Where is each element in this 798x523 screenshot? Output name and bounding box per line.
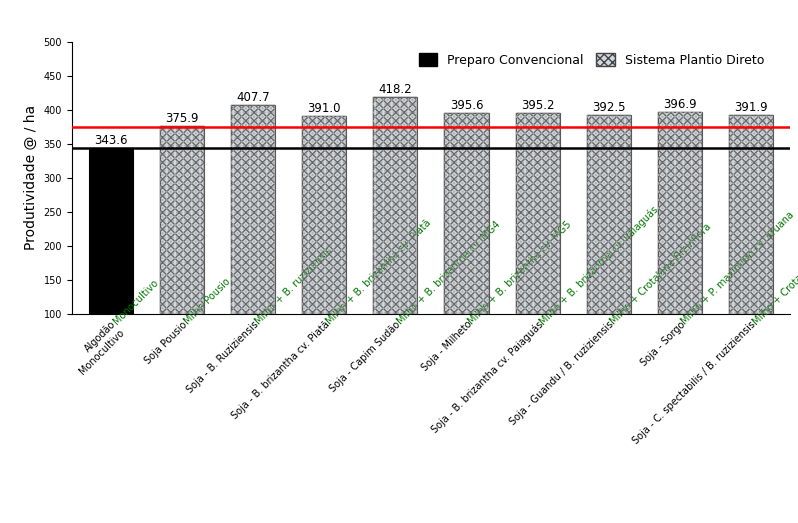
Bar (231, 105, 275, 314)
Text: Algodão
Monocultivo: Algodão Monocultivo (69, 320, 126, 377)
Text: 392.5: 392.5 (592, 101, 626, 114)
Text: Soja - Guandu / B. ruziziensis: Soja - Guandu / B. ruziziensis (508, 320, 616, 427)
Bar (160, 126, 204, 314)
Text: Milho + Crotalária spectabilis: Milho + Crotalária spectabilis (751, 218, 798, 327)
Bar (160, 126, 204, 314)
Bar (587, 115, 630, 314)
Bar (302, 116, 346, 314)
Text: Milho + B. brizantha cv. Piatã: Milho + B. brizantha cv. Piatã (324, 218, 433, 326)
Bar (516, 113, 559, 314)
Text: Milho + P. maximum cv. Aruana: Milho + P. maximum cv. Aruana (680, 210, 796, 326)
Bar (302, 116, 346, 314)
Text: 395.6: 395.6 (450, 99, 484, 112)
Text: Soja - C. spectabilis / B. ruziziensis: Soja - C. spectabilis / B. ruziziensis (631, 320, 758, 446)
Text: Milho + B. brizantha cv. Paiaguás: Milho + B. brizantha cv. Paiaguás (538, 204, 661, 327)
Bar (658, 112, 702, 314)
Text: Milho + Crotalária Breviflora: Milho + Crotalária Breviflora (609, 222, 713, 326)
Bar (373, 97, 417, 314)
Text: 396.9: 396.9 (663, 98, 697, 111)
Bar (373, 97, 417, 314)
Bar (729, 116, 773, 314)
Text: Monocultivo: Monocultivo (111, 278, 160, 326)
Legend: Preparo Convencional, Sistema Plantio Direto: Preparo Convencional, Sistema Plantio Di… (413, 48, 769, 72)
Text: Soja - B. Ruziziensis: Soja - B. Ruziziensis (184, 320, 260, 395)
Text: Soja - B. brizantha cv. Paiaguás: Soja - B. brizantha cv. Paiaguás (429, 320, 545, 435)
Bar (231, 105, 275, 314)
Text: Milho + B. brizantha cv. MG4: Milho + B. brizantha cv. MG4 (395, 219, 503, 326)
Text: Soja Pousio: Soja Pousio (143, 320, 189, 366)
Text: Soja - Capim Sudão: Soja - Capim Sudão (328, 320, 402, 394)
Bar (444, 113, 488, 314)
Text: 418.2: 418.2 (378, 84, 413, 96)
Bar (444, 113, 488, 314)
Text: 391.9: 391.9 (734, 101, 768, 115)
Bar (516, 113, 559, 314)
Bar (302, 116, 346, 314)
Text: Soja - Milheto: Soja - Milheto (420, 320, 473, 373)
Bar (373, 97, 417, 314)
Bar (587, 115, 630, 314)
Bar (587, 115, 630, 314)
Text: 343.6: 343.6 (94, 134, 128, 147)
Bar (729, 116, 773, 314)
Text: Milho Pousio: Milho Pousio (182, 276, 232, 326)
Bar (658, 112, 702, 314)
Bar (658, 112, 702, 314)
Bar (160, 126, 204, 314)
Bar (89, 148, 133, 314)
Y-axis label: Produtividade @ / ha: Produtividade @ / ha (24, 105, 38, 251)
Bar (231, 105, 275, 314)
Bar (516, 113, 559, 314)
Text: Milho + B. ruziziensis: Milho + B. ruziziensis (253, 246, 334, 326)
Bar (729, 116, 773, 314)
Text: Milho + B. brizantha cv. MG5: Milho + B. brizantha cv. MG5 (467, 219, 574, 326)
Text: 375.9: 375.9 (165, 112, 199, 125)
Text: 407.7: 407.7 (236, 90, 270, 104)
Text: Soja - B. brizantha cv. Piatã: Soja - B. brizantha cv. Piatã (230, 320, 331, 421)
Text: 395.2: 395.2 (521, 99, 555, 112)
Text: Soja - Sorgo: Soja - Sorgo (638, 320, 687, 368)
Text: 391.0: 391.0 (307, 102, 341, 115)
Bar (444, 113, 488, 314)
